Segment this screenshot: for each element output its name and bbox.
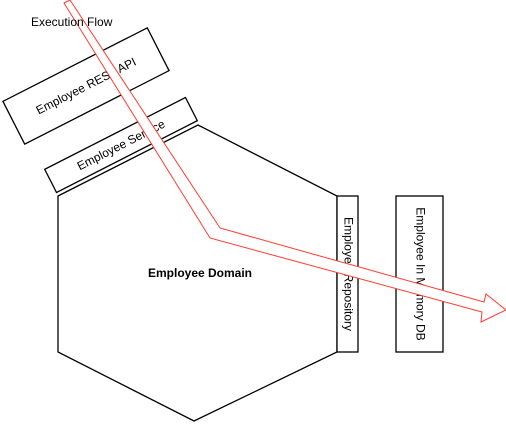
flow-arrow-shape — [63, 0, 506, 323]
execution-flow-arrow — [63, 0, 506, 323]
domain-label: Employee Domain — [148, 266, 252, 280]
db-label: Employee In Memory DB — [413, 207, 427, 340]
flow-label: Execution Flow — [31, 15, 113, 29]
db-box — [395, 195, 444, 353]
